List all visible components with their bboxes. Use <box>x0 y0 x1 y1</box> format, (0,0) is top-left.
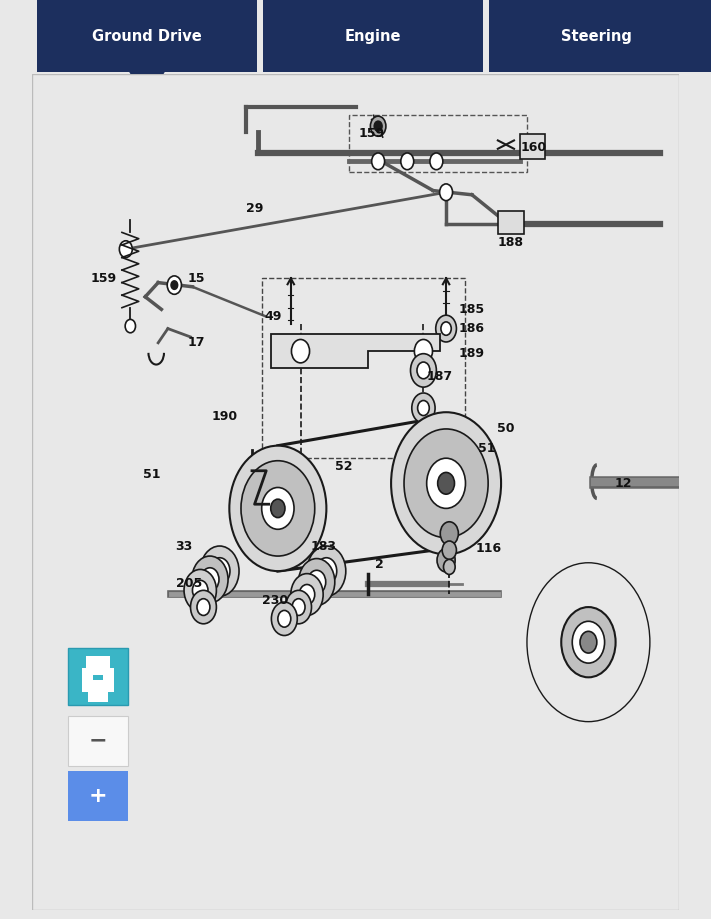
Circle shape <box>278 610 291 627</box>
Text: 50: 50 <box>496 423 514 436</box>
Bar <box>93 675 103 680</box>
Circle shape <box>561 607 616 677</box>
Circle shape <box>580 631 597 653</box>
Circle shape <box>440 522 459 545</box>
Circle shape <box>307 546 346 596</box>
Text: 17: 17 <box>187 336 205 349</box>
Text: 29: 29 <box>245 202 263 215</box>
Circle shape <box>171 281 178 289</box>
Text: 159: 159 <box>359 127 385 141</box>
Circle shape <box>438 472 454 494</box>
Text: 187: 187 <box>427 369 453 382</box>
Bar <box>82 668 114 691</box>
Bar <box>263 0 483 72</box>
Text: 33: 33 <box>176 539 193 552</box>
Circle shape <box>299 559 335 606</box>
Text: Steering: Steering <box>561 28 632 44</box>
Circle shape <box>292 339 309 363</box>
FancyBboxPatch shape <box>68 716 128 766</box>
Bar <box>86 655 109 668</box>
Text: 186: 186 <box>459 322 485 335</box>
Text: 51: 51 <box>144 469 161 482</box>
Circle shape <box>286 590 311 624</box>
Circle shape <box>262 487 294 529</box>
Circle shape <box>192 556 228 603</box>
Circle shape <box>316 558 337 584</box>
Circle shape <box>444 560 455 574</box>
Circle shape <box>437 549 455 572</box>
FancyBboxPatch shape <box>68 648 128 705</box>
Text: Ground Drive: Ground Drive <box>92 28 202 44</box>
Circle shape <box>374 121 382 131</box>
Text: 116: 116 <box>475 542 501 555</box>
Circle shape <box>191 590 216 624</box>
Text: 52: 52 <box>335 460 352 473</box>
Polygon shape <box>37 72 257 102</box>
Circle shape <box>230 446 326 571</box>
Circle shape <box>439 184 453 200</box>
Circle shape <box>572 621 604 664</box>
Text: 12: 12 <box>614 477 632 490</box>
Circle shape <box>441 322 451 335</box>
Circle shape <box>209 558 230 584</box>
Bar <box>520 134 545 159</box>
Text: 159: 159 <box>90 272 117 285</box>
Circle shape <box>415 339 432 363</box>
Bar <box>489 0 704 72</box>
Circle shape <box>201 568 219 591</box>
Text: 51: 51 <box>479 442 496 455</box>
Text: 2: 2 <box>375 558 384 571</box>
Bar <box>498 210 524 234</box>
Text: 160: 160 <box>520 141 547 153</box>
Circle shape <box>417 362 430 379</box>
Text: +: + <box>89 786 107 806</box>
Circle shape <box>125 320 136 333</box>
Text: 230: 230 <box>262 594 288 607</box>
Polygon shape <box>272 335 439 368</box>
Circle shape <box>401 153 414 170</box>
Text: 188: 188 <box>498 236 524 249</box>
Circle shape <box>391 413 501 554</box>
Text: 190: 190 <box>212 410 238 423</box>
Text: 205: 205 <box>176 577 202 590</box>
Circle shape <box>201 546 239 596</box>
Circle shape <box>193 580 208 600</box>
Text: 185: 185 <box>459 303 485 316</box>
Circle shape <box>430 153 443 170</box>
Text: 15: 15 <box>187 272 205 285</box>
Bar <box>262 278 466 459</box>
Circle shape <box>197 598 210 616</box>
Circle shape <box>299 584 315 605</box>
Circle shape <box>241 460 315 556</box>
Circle shape <box>271 499 285 517</box>
Circle shape <box>527 562 650 721</box>
Circle shape <box>184 570 216 611</box>
Circle shape <box>427 459 466 508</box>
Circle shape <box>410 354 437 387</box>
Circle shape <box>291 573 323 616</box>
Circle shape <box>167 276 181 294</box>
Text: 183: 183 <box>310 539 336 552</box>
Bar <box>700 0 711 72</box>
Bar <box>37 0 257 72</box>
Circle shape <box>370 116 386 136</box>
Circle shape <box>119 241 132 257</box>
Circle shape <box>442 541 456 560</box>
Text: 49: 49 <box>265 310 282 323</box>
Bar <box>88 685 107 701</box>
FancyBboxPatch shape <box>68 771 128 822</box>
Bar <box>349 116 527 172</box>
Circle shape <box>412 393 435 423</box>
Circle shape <box>292 598 305 616</box>
Circle shape <box>404 429 488 538</box>
Text: −: − <box>89 731 107 751</box>
Circle shape <box>417 401 429 415</box>
Circle shape <box>308 571 326 594</box>
Circle shape <box>272 602 297 636</box>
Circle shape <box>372 153 385 170</box>
Text: Engine: Engine <box>345 28 401 44</box>
Text: 189: 189 <box>459 347 485 360</box>
Circle shape <box>436 315 456 342</box>
